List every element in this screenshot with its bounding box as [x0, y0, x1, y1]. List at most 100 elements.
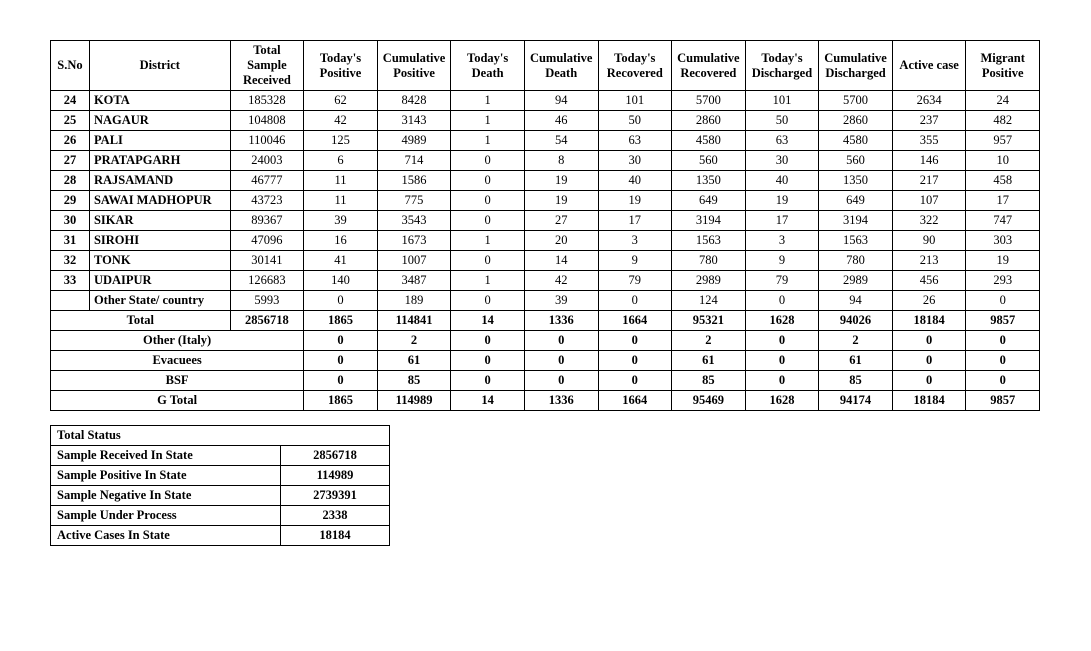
cell-value: 458 [966, 171, 1040, 191]
cell-value: 189 [377, 291, 451, 311]
covid-district-table: S.No District Total Sample Received Toda… [50, 40, 1040, 411]
summary-value: 0 [892, 351, 966, 371]
cell-value: 101 [598, 91, 672, 111]
cell-value: 322 [892, 211, 966, 231]
summary-value: 0 [745, 371, 819, 391]
summary-value: 0 [966, 371, 1040, 391]
cell-value: 1 [451, 131, 525, 151]
cell-value: 39 [524, 291, 598, 311]
cell-value: 19 [745, 191, 819, 211]
summary-value: 85 [377, 371, 451, 391]
summary-value: 0 [598, 371, 672, 391]
summary-row: Other (Italy)0200020200 [51, 331, 1040, 351]
table-row: 25NAGAUR10480842314314650286050286023748… [51, 111, 1040, 131]
cell-value: 40 [598, 171, 672, 191]
table-row: 29SAWAI MADHOPUR437231177501919649196491… [51, 191, 1040, 211]
cell-value: 5993 [230, 291, 304, 311]
status-header-row: Total Status [51, 426, 390, 446]
summary-value: 2 [819, 331, 893, 351]
summary-row: BSF0850008508500 [51, 371, 1040, 391]
cell-district: PALI [89, 131, 230, 151]
cell-value: 19 [598, 191, 672, 211]
cell-value: 1673 [377, 231, 451, 251]
cell-value: 0 [451, 211, 525, 231]
summary-value: 0 [892, 371, 966, 391]
col-total-sample: Total Sample Received [230, 41, 304, 91]
cell-value: 482 [966, 111, 1040, 131]
summary-value: 0 [451, 351, 525, 371]
cell-value: 43723 [230, 191, 304, 211]
col-district: District [89, 41, 230, 91]
cell-value: 560 [672, 151, 746, 171]
cell-value: 11 [304, 191, 378, 211]
cell-district: TONK [89, 251, 230, 271]
cell-value: 101 [745, 91, 819, 111]
cell-value: 146 [892, 151, 966, 171]
cell-sno: 27 [51, 151, 90, 171]
cell-value: 293 [966, 271, 1040, 291]
cell-value: 19 [524, 191, 598, 211]
cell-value: 0 [966, 291, 1040, 311]
cell-value: 0 [451, 291, 525, 311]
summary-value: 1628 [745, 391, 819, 411]
summary-row: Evacuees0610006106100 [51, 351, 1040, 371]
cell-sno: 29 [51, 191, 90, 211]
status-label: Sample Under Process [51, 506, 281, 526]
summary-value: 1628 [745, 311, 819, 331]
cell-value: 456 [892, 271, 966, 291]
cell-value: 1586 [377, 171, 451, 191]
cell-value: 94 [819, 291, 893, 311]
cell-value: 104808 [230, 111, 304, 131]
summary-value: 0 [451, 331, 525, 351]
summary-label: BSF [51, 371, 304, 391]
cell-value: 303 [966, 231, 1040, 251]
summary-value: 9857 [966, 391, 1040, 411]
summary-label: Evacuees [51, 351, 304, 371]
cell-value: 0 [598, 291, 672, 311]
summary-value: 0 [966, 331, 1040, 351]
cell-value: 4580 [672, 131, 746, 151]
cell-value: 46777 [230, 171, 304, 191]
cell-value: 42 [524, 271, 598, 291]
cell-value: 957 [966, 131, 1040, 151]
summary-value: 2856718 [230, 311, 304, 331]
col-today-positive: Today's Positive [304, 41, 378, 91]
cell-value: 30141 [230, 251, 304, 271]
status-header: Total Status [51, 426, 390, 446]
summary-value: 1865 [304, 391, 378, 411]
cell-value: 185328 [230, 91, 304, 111]
cell-value: 2860 [819, 111, 893, 131]
cell-value: 775 [377, 191, 451, 211]
cell-value: 3543 [377, 211, 451, 231]
col-cum-discharged: Cumulative Discharged [819, 41, 893, 91]
summary-value: 94026 [819, 311, 893, 331]
status-value: 114989 [281, 466, 390, 486]
summary-value: 2 [377, 331, 451, 351]
cell-value: 26 [892, 291, 966, 311]
summary-value: 114989 [377, 391, 451, 411]
cell-value: 20 [524, 231, 598, 251]
cell-value: 1563 [819, 231, 893, 251]
summary-value: 9857 [966, 311, 1040, 331]
summary-value: 1336 [524, 391, 598, 411]
table-row: 33UDAIPUR1266831403487142792989792989456… [51, 271, 1040, 291]
summary-value: 1336 [524, 311, 598, 331]
cell-value: 30 [745, 151, 819, 171]
cell-value: 0 [451, 151, 525, 171]
summary-value: 14 [451, 391, 525, 411]
cell-value: 46 [524, 111, 598, 131]
cell-value: 780 [672, 251, 746, 271]
cell-value: 2989 [672, 271, 746, 291]
cell-district: SIKAR [89, 211, 230, 231]
cell-value: 41 [304, 251, 378, 271]
summary-value: 2 [672, 331, 746, 351]
cell-value: 79 [745, 271, 819, 291]
summary-value: 0 [524, 351, 598, 371]
cell-value: 0 [451, 171, 525, 191]
table-row: 27PRATAPGARH24003671408305603056014610 [51, 151, 1040, 171]
cell-district: NAGAUR [89, 111, 230, 131]
cell-value: 63 [745, 131, 819, 151]
table-row: 26PALI1100461254989154634580634580355957 [51, 131, 1040, 151]
col-migrant-positive: Migrant Positive [966, 41, 1040, 91]
summary-value: 0 [304, 331, 378, 351]
